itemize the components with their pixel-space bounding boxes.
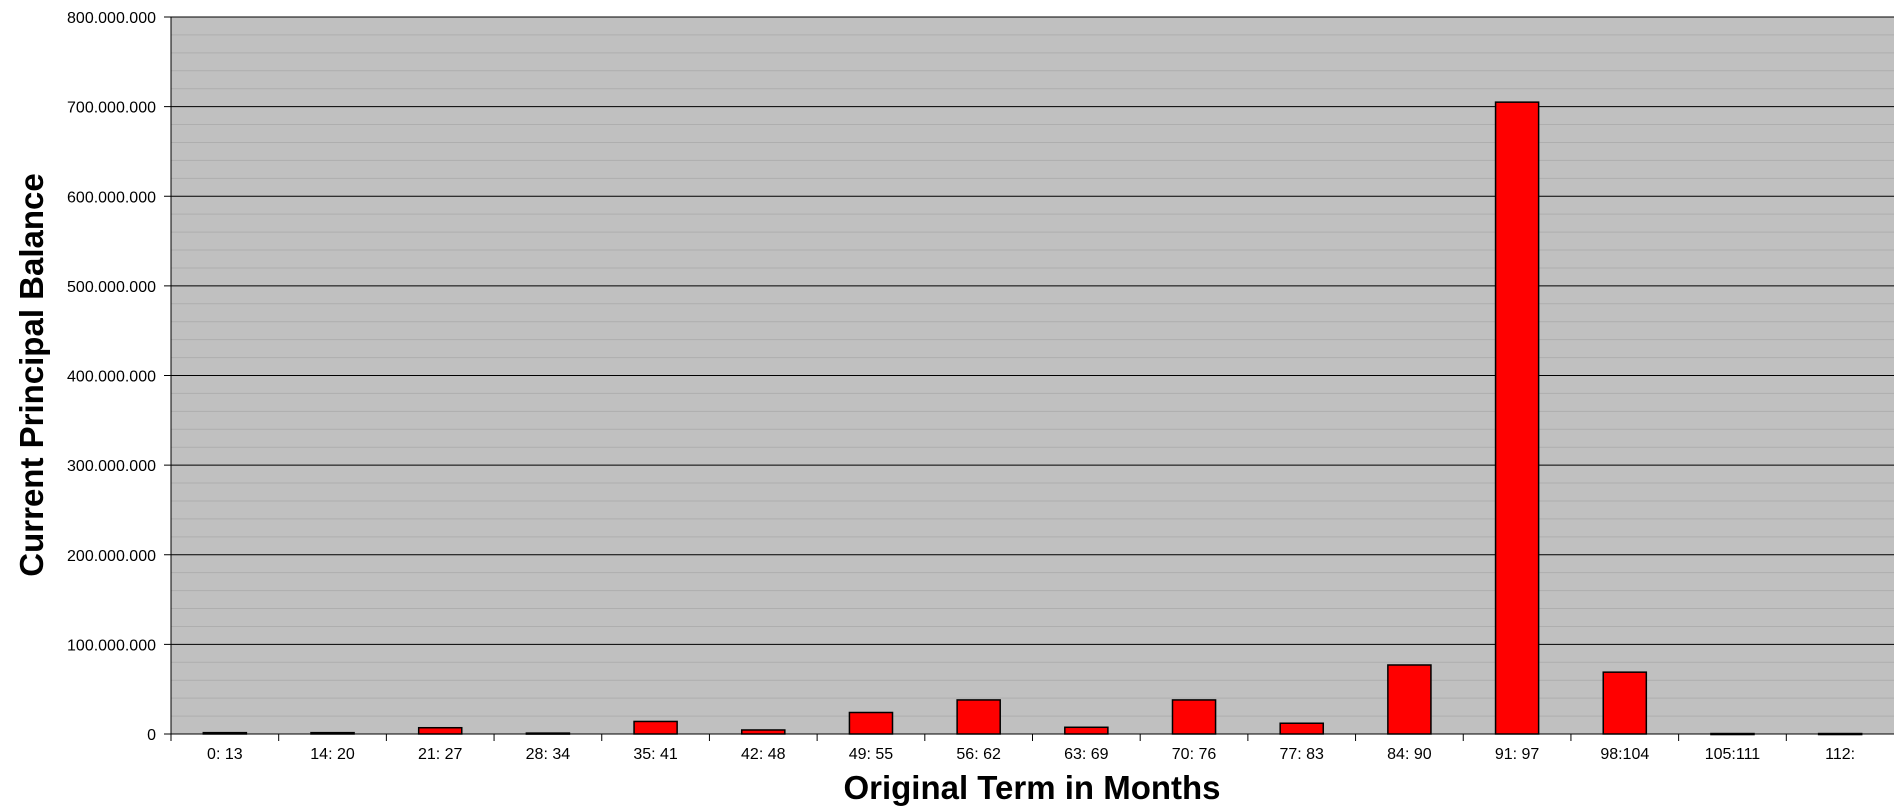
x-tick-label: 63: 69 (1064, 746, 1109, 763)
y-tick-label: 800.000.000 (67, 10, 156, 27)
x-tick-label: 105:111 (1705, 746, 1761, 763)
bar (956, 699, 1001, 735)
major-gridlines (171, 16, 1894, 645)
y-tick-label: 0 (147, 727, 156, 744)
bar (1494, 101, 1540, 735)
x-axis-ticks: 0: 13 14: 20 21: 27 28: 34 35: 41 42: 48 49: 5… (170, 734, 1855, 763)
bar (1387, 664, 1432, 735)
y-tick-label: 500.000.000 (67, 279, 156, 296)
y-tick-label: 200.000.000 (67, 548, 156, 565)
bar (1171, 699, 1217, 735)
x-tick-label: 98:104 (1600, 746, 1649, 763)
x-axis-title: Original Term in Months (843, 769, 1220, 806)
y-tick-label: 600.000.000 (67, 189, 156, 206)
x-tick-label: 77: 83 (1279, 746, 1324, 763)
x-tick-label: 35: 41 (633, 746, 678, 763)
x-tick-label: 84: 90 (1387, 746, 1432, 763)
x-tick-label: 56: 62 (956, 746, 1001, 763)
y-axis-title: Current Principal Balance (13, 173, 50, 576)
x-tick-label: 42: 48 (741, 746, 786, 763)
bar (1602, 671, 1648, 735)
x-tick-label: 70: 76 (1172, 746, 1217, 763)
x-tick-label: 91: 97 (1495, 746, 1540, 763)
bar (633, 720, 678, 735)
bar (1279, 722, 1325, 735)
bars (202, 101, 1863, 736)
y-tick-label: 700.000.000 (67, 100, 156, 117)
x-tick-label: 14: 20 (310, 746, 355, 763)
x-tick-label: 49: 55 (849, 746, 894, 763)
minor-gridlines (171, 34, 1894, 717)
y-tick-label: 400.000.000 (67, 369, 156, 386)
bar (417, 726, 463, 735)
y-tick-label: 300.000.000 (67, 458, 156, 475)
bar (848, 711, 894, 735)
x-tick-label: 112: (1825, 746, 1855, 763)
x-tick-label: 0: 13 (207, 746, 243, 763)
y-axis-ticks: 0 100.000.000 200.000.000 300.000.000 400.00… (67, 10, 171, 744)
bar (740, 729, 786, 735)
y-tick-label: 100.000.000 (67, 637, 156, 654)
x-tick-label: 28: 34 (526, 746, 571, 763)
x-tick-label: 21: 27 (418, 746, 463, 763)
bar (1064, 726, 1109, 735)
